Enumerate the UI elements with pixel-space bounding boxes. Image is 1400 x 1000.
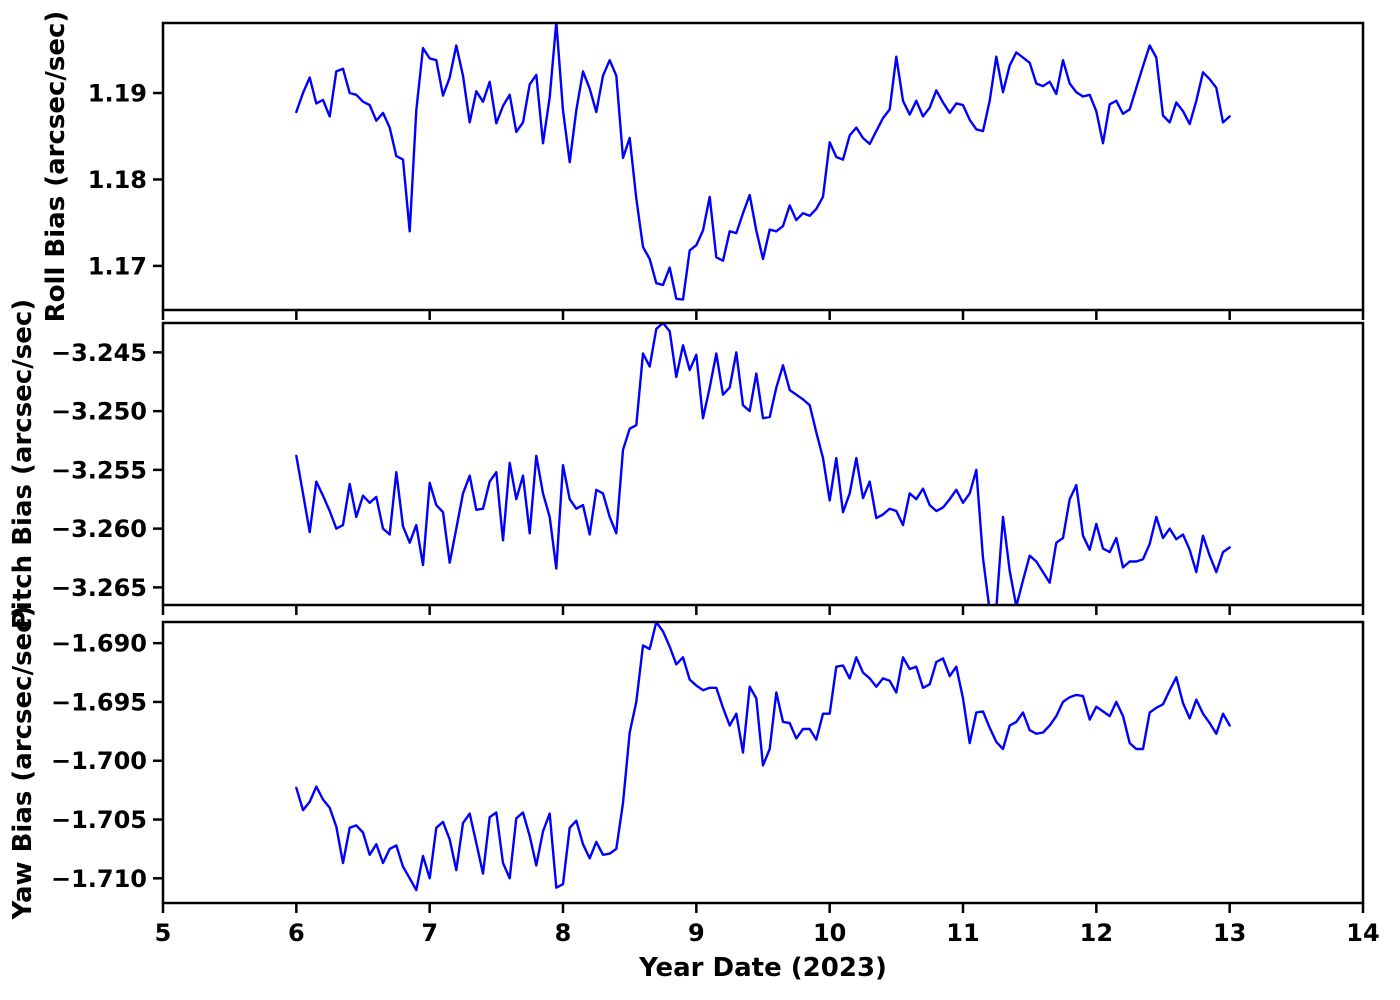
yaw-y-tick-label: −1.690: [51, 630, 147, 658]
x-tick-label: 12: [1080, 919, 1113, 947]
yaw-y-tick-label: −1.695: [51, 688, 147, 716]
roll-y-tick-label: 1.17: [88, 252, 147, 280]
x-tick-label: 14: [1346, 919, 1379, 947]
x-tick-label: 6: [288, 919, 305, 947]
roll-y-tick-label: 1.18: [88, 166, 147, 194]
pitch-y-tick-label: −3.250: [51, 398, 147, 426]
x-tick-label: 8: [555, 919, 572, 947]
yaw-y-tick-label: −1.700: [51, 747, 147, 775]
yaw-y-tick-label: −1.705: [51, 806, 147, 834]
x-tick-label: 9: [688, 919, 705, 947]
x-tick-label: 7: [421, 919, 438, 947]
yaw-panel-border: [161, 620, 1365, 905]
x-tick-label: 5: [155, 919, 172, 947]
pitch-panel-border: [161, 321, 1365, 607]
pitch-y-tick-label: −3.245: [51, 339, 147, 367]
yaw-series-line: [295, 622, 1231, 892]
x-axis-label: Year Date (2023): [638, 953, 887, 983]
roll-series-line: [295, 23, 1231, 301]
x-tick-label: 13: [1213, 919, 1246, 947]
roll-y-axis-label: Roll Bias (arcsec/sec): [41, 11, 71, 323]
roll-panel-border: [161, 21, 1365, 312]
x-tick-label: 10: [813, 919, 846, 947]
pitch-y-axis-label: Pitch Bias (arcsec/sec): [8, 299, 38, 629]
roll-y-tick-label: 1.19: [88, 80, 147, 108]
pitch-y-tick-label: −3.260: [51, 515, 147, 543]
pitch-y-tick-label: −3.265: [51, 574, 147, 602]
pitch-series-line: [295, 323, 1231, 605]
x-tick-label: 11: [946, 919, 979, 947]
yaw-y-axis-label: Yaw Bias (arcsec/sec): [8, 606, 38, 921]
yaw-y-tick-label: −1.710: [51, 865, 147, 893]
pitch-y-tick-label: −3.255: [51, 456, 147, 484]
